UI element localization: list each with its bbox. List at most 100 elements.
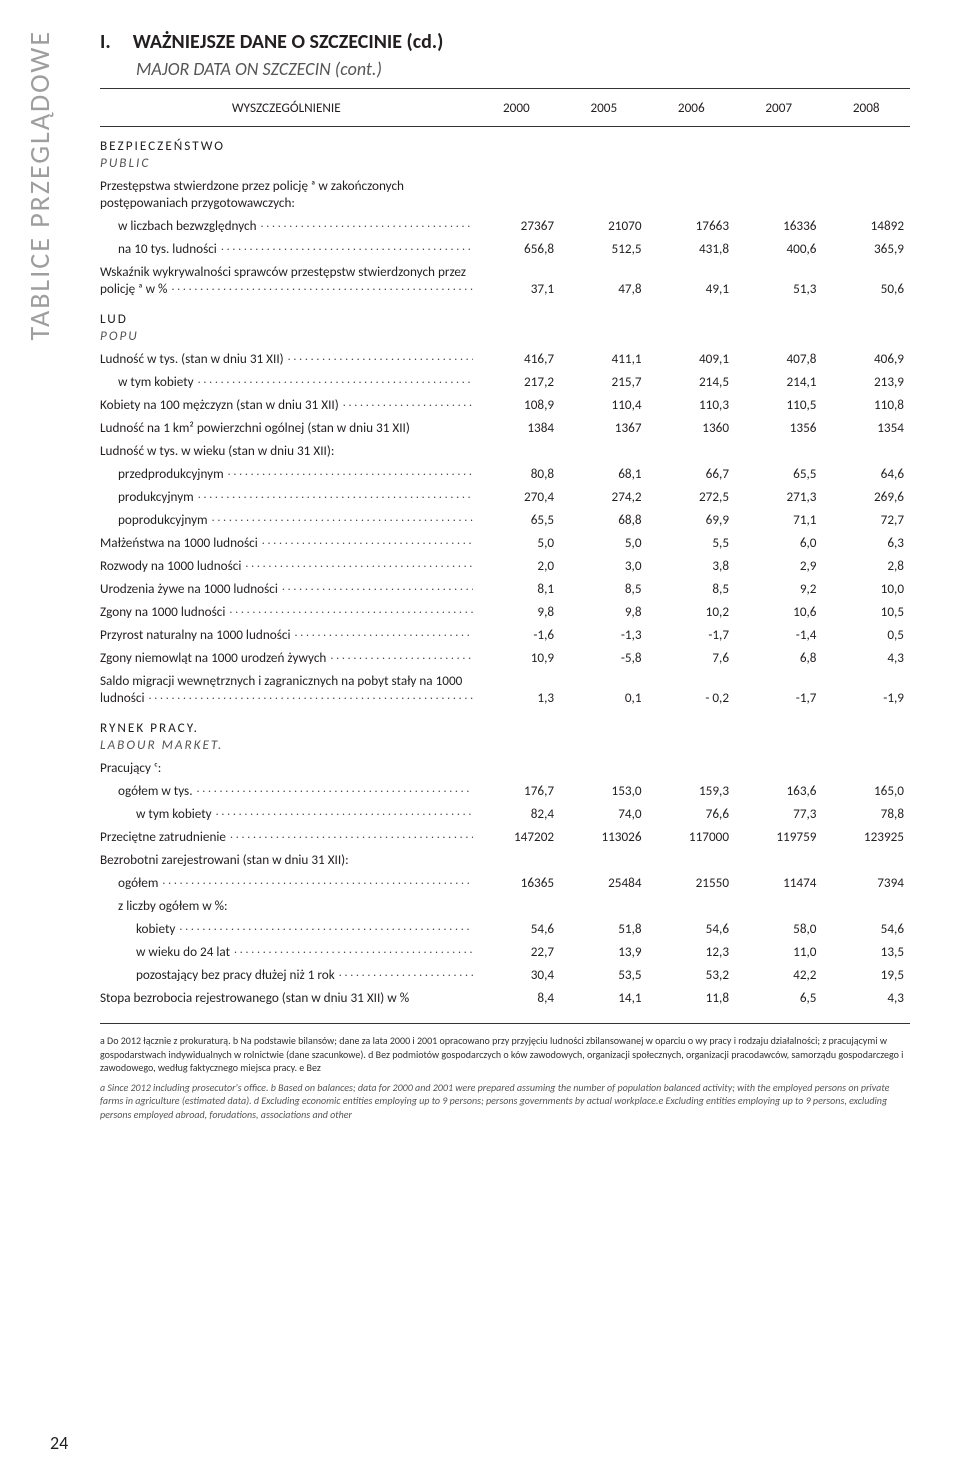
cell-value: 10,2 [648, 600, 735, 623]
table-row: Pracujący ᶜ: [100, 756, 910, 779]
cell-value: 3,0 [560, 554, 647, 577]
table-row: Bezrobotni zarejestrowani (stan w dniu 3… [100, 848, 910, 871]
cell-value [473, 174, 560, 214]
cell-value: 6,8 [735, 646, 822, 669]
cell-value: 66,7 [648, 462, 735, 485]
table-row: Przeciętne zatrudnienie14720211302611700… [100, 825, 910, 848]
cell-value: 113026 [560, 825, 647, 848]
cell-value: 1360 [648, 416, 735, 439]
table-row: Ludność w tys. w wieku (stan w dniu 31 X… [100, 439, 910, 462]
table-row: produkcyjnym270,4274,2272,5271,3269,6 [100, 485, 910, 508]
cell-value: 215,7 [560, 370, 647, 393]
cell-value: 7394 [822, 871, 910, 894]
cell-value: 72,7 [822, 508, 910, 531]
cell-value: 411,1 [560, 347, 647, 370]
cell-value: 6,0 [735, 531, 822, 554]
row-label: Zgony niemowląt na 1000 urodzeń żywych [100, 646, 473, 669]
cell-value: 5,0 [473, 531, 560, 554]
table-row: Kobiety na 100 mężczyzn (stan w dniu 31 … [100, 393, 910, 416]
cell-value: 406,9 [822, 347, 910, 370]
cell-value: 119759 [735, 825, 822, 848]
header-label: WYSZCZEGÓLNIENIE [100, 89, 473, 127]
cell-value: 214,5 [648, 370, 735, 393]
row-label: w tym kobiety [100, 370, 473, 393]
cell-value: 53,5 [560, 963, 647, 986]
row-label: Pracujący ᶜ: [100, 756, 473, 779]
cell-value: 407,8 [735, 347, 822, 370]
table-row: w liczbach bezwzględnych2736721070176631… [100, 214, 910, 237]
side-label: TABLICE PRZEGLĄDOWE [22, 0, 57, 30]
row-label: Wskaźnik wykrywalności sprawców przestęp… [100, 260, 473, 300]
cell-value: 1384 [473, 416, 560, 439]
cell-value: 5,5 [648, 531, 735, 554]
table-row: w tym kobiety82,474,076,677,378,8 [100, 802, 910, 825]
cell-value: 71,1 [735, 508, 822, 531]
cell-value [648, 174, 735, 214]
row-label: kobiety [100, 917, 473, 940]
cell-value: 0,5 [822, 623, 910, 646]
cell-value: 165,0 [822, 779, 910, 802]
cell-value: 108,9 [473, 393, 560, 416]
cell-value: 217,2 [473, 370, 560, 393]
footnotes: a Do 2012 łącznie z prokuraturą. b Na po… [100, 1023, 910, 1121]
row-label: Ludność w tys. w wieku (stan w dniu 31 X… [100, 439, 473, 462]
cell-value: 54,6 [473, 917, 560, 940]
header-year: 2005 [560, 89, 647, 127]
cell-value: 2,9 [735, 554, 822, 577]
table-row: Wskaźnik wykrywalności sprawców przestęp… [100, 260, 910, 300]
cell-value: 30,4 [473, 963, 560, 986]
cell-value: -5,8 [560, 646, 647, 669]
cell-value: 64,6 [822, 462, 910, 485]
table-row: poprodukcyjnym65,568,869,971,172,7 [100, 508, 910, 531]
cell-value: -1,7 [648, 623, 735, 646]
cell-value: 269,6 [822, 485, 910, 508]
cell-value: 8,1 [473, 577, 560, 600]
cell-value: 68,1 [560, 462, 647, 485]
cell-value: 4,3 [822, 986, 910, 1009]
row-label: pozostający bez pracy dłużej niż 1 rok [100, 963, 473, 986]
cell-value: 110,3 [648, 393, 735, 416]
cell-value: 110,8 [822, 393, 910, 416]
cell-value [648, 848, 735, 871]
cell-value [560, 174, 647, 214]
cell-value: 14,1 [560, 986, 647, 1009]
row-label: w tym kobiety [100, 802, 473, 825]
table-row: ogółem163652548421550114747394 [100, 871, 910, 894]
cell-value: 80,8 [473, 462, 560, 485]
table-row: Zgony niemowląt na 1000 urodzeń żywych10… [100, 646, 910, 669]
row-label: Przeciętne zatrudnienie [100, 825, 473, 848]
row-label: w liczbach bezwzględnych [100, 214, 473, 237]
cell-value: 68,8 [560, 508, 647, 531]
cell-value [735, 174, 822, 214]
cell-value: 274,2 [560, 485, 647, 508]
cell-value: 365,9 [822, 237, 910, 260]
cell-value: 82,4 [473, 802, 560, 825]
cell-value: 512,5 [560, 237, 647, 260]
cell-value: 51,8 [560, 917, 647, 940]
cell-value [822, 894, 910, 917]
cell-value: 21070 [560, 214, 647, 237]
row-label: Ludność na 1 km² powierzchni ogólnej (st… [100, 416, 473, 439]
row-label: Urodzenia żywe na 1000 ludności [100, 577, 473, 600]
cell-value [822, 439, 910, 462]
cell-value: 271,3 [735, 485, 822, 508]
cell-value: 27367 [473, 214, 560, 237]
cell-value: 8,5 [560, 577, 647, 600]
cell-value: 656,8 [473, 237, 560, 260]
cell-value [560, 439, 647, 462]
cell-value: 16365 [473, 871, 560, 894]
title-subtitle: MAJOR DATA ON SZCZECIN (cont.) [136, 58, 910, 80]
table-header-row: WYSZCZEGÓLNIENIE 2000 2005 2006 2007 200… [100, 89, 910, 127]
row-label: Kobiety na 100 mężczyzn (stan w dniu 31 … [100, 393, 473, 416]
cell-value: 14892 [822, 214, 910, 237]
cell-value [735, 848, 822, 871]
cell-value: 22,7 [473, 940, 560, 963]
table-row: Małżeństwa na 1000 ludności5,05,05,56,06… [100, 531, 910, 554]
row-label: poprodukcyjnym [100, 508, 473, 531]
table-row: Stopa bezrobocia rejestrowanego (stan w … [100, 986, 910, 1009]
cell-value: 13,5 [822, 940, 910, 963]
cell-value: 16336 [735, 214, 822, 237]
cell-value: 6,5 [735, 986, 822, 1009]
cell-value: 37,1 [473, 260, 560, 300]
cell-value: 10,5 [822, 600, 910, 623]
